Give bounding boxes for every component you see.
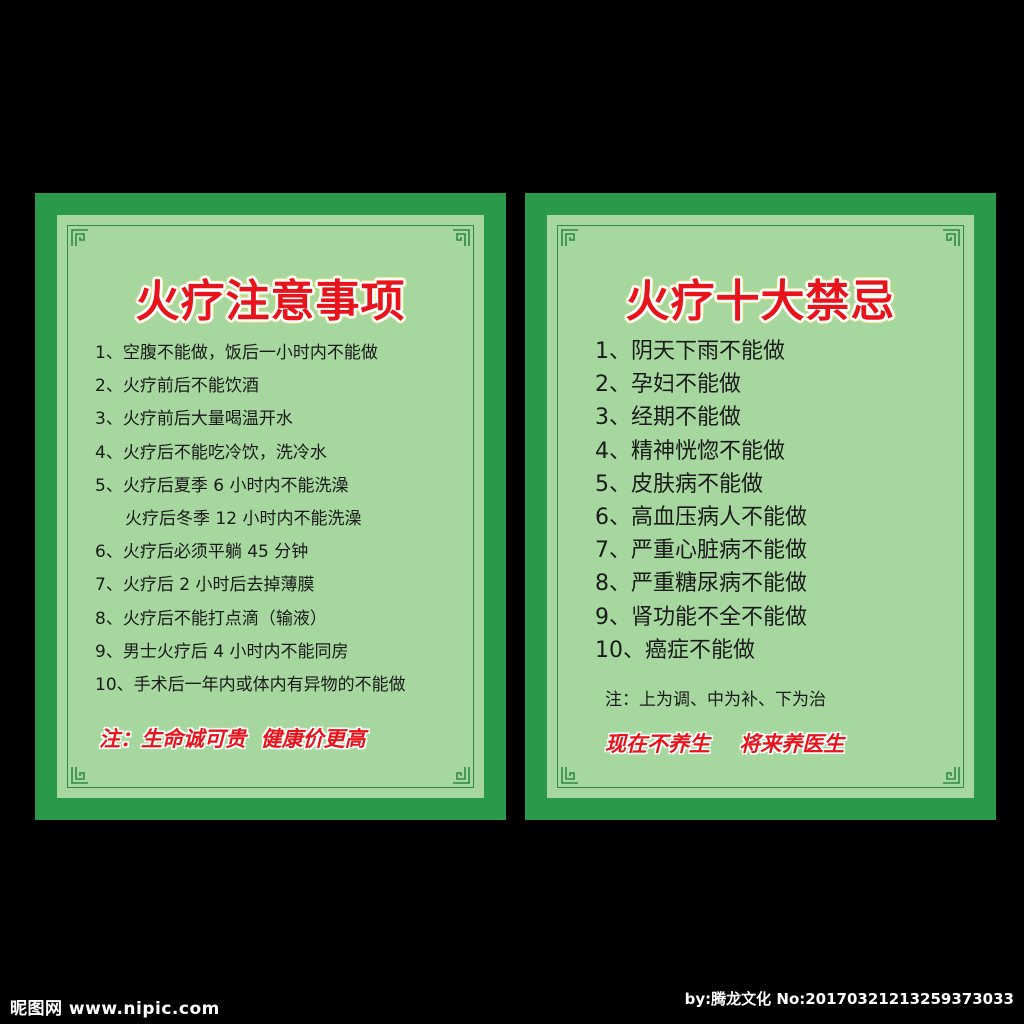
left-board-panel: 火疗注意事项 1、空腹不能做，饭后一小时内不能做 2、火疗前后不能饮酒 3、火疗… (57, 215, 484, 798)
list-item: 9、肾功能不全不能做 (595, 604, 807, 630)
taboos-list: 1、阴天下雨不能做 2、孕妇不能做 3、经期不能做 4、精神恍惚不能做 5、皮肤… (595, 335, 807, 667)
watermark-site: 昵图网 www.nipic.com (10, 999, 220, 1019)
corner-ornament-icon (941, 765, 961, 785)
list-item: 3、火疗前后大量喝温开水 (95, 409, 293, 430)
list-item: 8、火疗后不能打点滴（输液） (95, 608, 327, 629)
list-item: 10、手术后一年内或体内有异物的不能做 (95, 675, 406, 696)
list-item: 7、严重心脏病不能做 (595, 538, 807, 564)
list-item: 7、火疗后 2 小时后去掉薄膜 (95, 575, 315, 596)
corner-ornament-icon (941, 228, 961, 248)
list-item: 火疗后冬季 12 小时内不能洗澡 (125, 509, 362, 530)
list-item: 1、空腹不能做，饭后一小时内不能做 (95, 343, 378, 363)
list-item: 6、高血压病人不能做 (595, 505, 807, 531)
right-board-title: 火疗十大禁忌 (625, 276, 896, 327)
list-item: 4、精神恍惚不能做 (595, 438, 785, 464)
left-board: 火疗注意事项 1、空腹不能做，饭后一小时内不能做 2、火疗前后不能饮酒 3、火疗… (35, 193, 506, 820)
right-board-panel: 火疗十大禁忌 1、阴天下雨不能做 2、孕妇不能做 3、经期不能做 4、精神恍惚不… (547, 215, 974, 798)
list-item: 1、阴天下雨不能做 (595, 339, 785, 364)
corner-ornament-icon (70, 228, 90, 248)
watermark-author: by:腾龙文化 No:20170321213259373033 (684, 990, 1014, 1008)
corner-ornament-icon (560, 765, 580, 785)
list-item: 8、严重糖尿病不能做 (595, 571, 807, 597)
corner-ornament-icon (451, 765, 471, 785)
list-item: 5、皮肤病不能做 (595, 471, 763, 497)
right-board-note: 注：上为调、中为补、下为治 (605, 690, 826, 710)
right-board-slogan: 现在不养生 将来养医生 (605, 731, 845, 756)
precautions-list: 1、空腹不能做，饭后一小时内不能做 2、火疗前后不能饮酒 3、火疗前后大量喝温开… (95, 337, 406, 702)
list-item: 2、孕妇不能做 (595, 372, 741, 398)
left-board-slogan: 注：生命诚可贵 健康价更高 (99, 726, 366, 751)
list-item: 9、男士火疗后 4 小时内不能同房 (95, 641, 349, 662)
list-item: 5、火疗后夏季 6 小时内不能洗澡 (95, 475, 349, 496)
left-board-title: 火疗注意事项 (135, 276, 406, 327)
list-item: 6、火疗后必须平躺 45 分钟 (95, 542, 309, 563)
list-item: 10、癌症不能做 (595, 637, 755, 663)
corner-ornament-icon (451, 228, 471, 248)
list-item: 4、火疗后不能吃冷饮，洗冷水 (95, 442, 327, 463)
list-item: 3、经期不能做 (595, 405, 741, 431)
list-item: 2、火疗前后不能饮酒 (95, 376, 259, 397)
right-board: 火疗十大禁忌 1、阴天下雨不能做 2、孕妇不能做 3、经期不能做 4、精神恍惚不… (525, 193, 996, 820)
corner-ornament-icon (560, 228, 580, 248)
corner-ornament-icon (70, 765, 90, 785)
